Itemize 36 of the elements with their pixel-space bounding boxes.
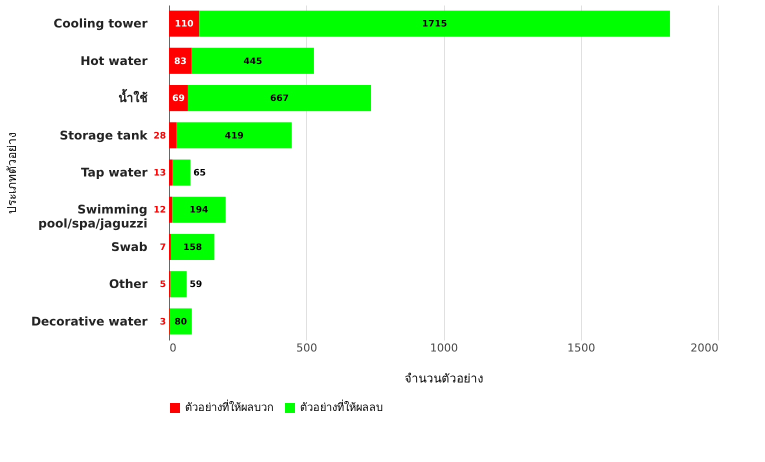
y-tick-label: Hot water	[80, 54, 148, 68]
legend-label: ตัวอย่างที่ให้ผลบวก	[185, 399, 274, 414]
x-tick-label: 1500	[567, 342, 596, 354]
data-label: 65	[193, 168, 206, 178]
data-label: 445	[243, 56, 262, 67]
y-tick-label: Swab	[111, 240, 148, 254]
x-tick-label: 2000	[690, 342, 718, 354]
y-axis-title: ประเภทตัวอย่าง	[5, 132, 20, 214]
data-label: 59	[190, 280, 202, 290]
data-label: 12	[153, 206, 166, 216]
data-label: 667	[270, 94, 289, 104]
data-label: 7	[160, 242, 166, 253]
data-label: 3	[160, 317, 166, 328]
data-label: 1715	[422, 20, 448, 30]
data-label: 13	[153, 168, 166, 178]
y-tick-label: Decorative water	[31, 314, 148, 328]
data-label: 80	[174, 317, 188, 328]
x-tick-label: 500	[296, 342, 318, 354]
y-tick-label: น้ำใช้	[118, 88, 148, 106]
x-tick-label: 0	[170, 342, 176, 354]
y-tick-label: Cooling tower	[54, 16, 148, 31]
y-tick-label: Other	[108, 277, 148, 292]
y-tick-label: Storage tank	[60, 128, 149, 142]
x-axis-title: จำนวนตัวอย่าง	[404, 372, 484, 386]
data-label: 69	[172, 94, 185, 104]
data-label: 28	[153, 131, 166, 142]
y-tick-label: Tap water	[81, 166, 148, 180]
data-label: 158	[183, 242, 202, 253]
x-tick-label: 1000	[430, 342, 458, 354]
data-label: 194	[190, 206, 208, 216]
data-label: 419	[224, 131, 244, 142]
data-label: 83	[174, 56, 187, 67]
data-label: 110	[174, 20, 194, 30]
legend-label: ตัวอย่างที่ให้ผลลบ	[300, 399, 383, 414]
data-label: 5	[160, 280, 166, 290]
y-tick-label: Swimming pool/spa/jaguzzi	[38, 202, 148, 231]
